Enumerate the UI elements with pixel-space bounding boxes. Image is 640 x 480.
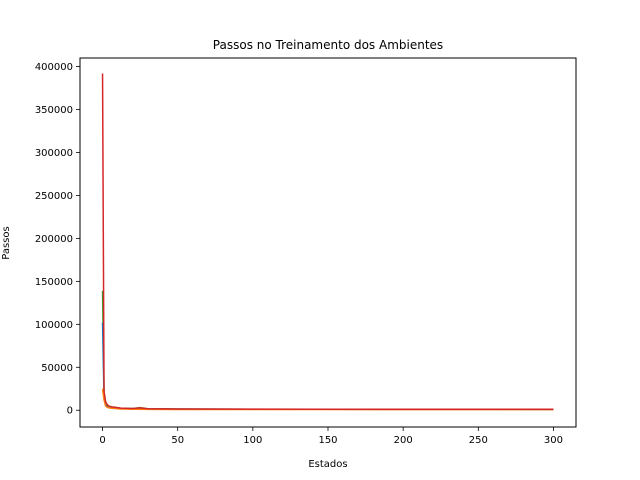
x-tick-label: 150 [318, 435, 337, 446]
y-tick-label: 100000 [35, 320, 73, 331]
chart-title: Passos no Treinamento dos Ambientes [213, 38, 443, 52]
series-layer [101, 73, 554, 411]
y-tick-label: 300000 [35, 148, 73, 159]
x-tick-label: 50 [171, 435, 184, 446]
y-tick-label: 200000 [35, 234, 73, 245]
y-tick-label: 150000 [35, 277, 73, 288]
x-tick-label: 0 [99, 435, 105, 446]
y-tick-label: 50000 [41, 363, 73, 374]
y-axis: 0 50000 100000 150000 200000 250000 300000 3500… [35, 62, 80, 417]
y-tick-label: 400000 [35, 62, 73, 73]
x-axis: 0 50 100 150 200 250 300 [99, 427, 563, 446]
series-line-4 [101, 73, 554, 411]
x-tick-label: 250 [469, 435, 488, 446]
y-tick-label: 250000 [35, 191, 73, 202]
x-tick-label: 100 [243, 435, 262, 446]
x-tick-label: 300 [544, 435, 563, 446]
y-tick-label: 350000 [35, 105, 73, 116]
y-tick-label: 0 [67, 406, 73, 417]
x-axis-label: Estados [308, 459, 347, 470]
y-axis-label: Passos [1, 226, 12, 259]
x-tick-label: 200 [394, 435, 413, 446]
